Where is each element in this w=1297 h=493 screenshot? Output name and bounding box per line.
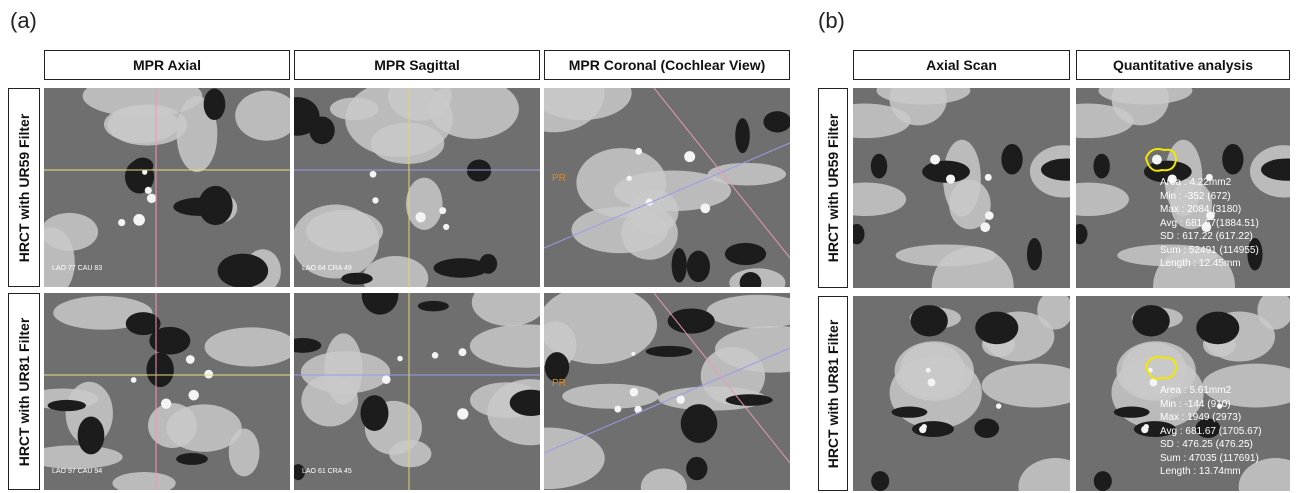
- panel-label: (a): [10, 8, 37, 34]
- measurement: Length : 12.45mm: [1160, 257, 1241, 271]
- column-header: MPR Axial: [44, 50, 290, 80]
- orientation-label: LAO 61 CRA 45: [302, 468, 352, 475]
- column-header: MPR Sagittal: [294, 50, 540, 80]
- ct-image: [544, 293, 790, 490]
- row-label: HRCT with UR59 Filter: [8, 88, 40, 287]
- column-header: MPR Coronal (Cochlear View): [544, 50, 790, 80]
- measurement: Avg : 681.67 (1705.67): [1160, 425, 1262, 439]
- row-label-text: HRCT with UR81 Filter: [825, 319, 841, 468]
- row-label-text: HRCT with UR59 Filter: [825, 114, 841, 263]
- row-label: HRCT with UR81 Filter: [8, 293, 40, 490]
- column-header: Axial Scan: [853, 50, 1070, 80]
- measurement: Min : -352 (672): [1160, 190, 1231, 204]
- measurement: Sum : 52491 (114955): [1160, 244, 1259, 258]
- measurement: Sum : 47035 (117691): [1160, 452, 1259, 466]
- measurement: Max : 1949 (2973): [1160, 411, 1241, 425]
- measurement: Length : 13.74mm: [1160, 465, 1241, 479]
- ct-image: [544, 88, 790, 287]
- figure: (a) MPR AxialMPR SagittalMPR Coronal (Coc…: [0, 0, 1297, 493]
- column-header: Quantitative analysis: [1076, 50, 1290, 80]
- orientation-label: LAO 77 CAU 83: [52, 265, 102, 272]
- measurement: SD : 617.22 (617.22): [1160, 230, 1253, 244]
- row-label: HRCT with UR81 Filter: [818, 296, 848, 491]
- scan-view: [853, 88, 1070, 288]
- measurement: SD : 476.25 (476.25): [1160, 438, 1253, 452]
- ct-image: [853, 88, 1070, 288]
- ct-image: [44, 88, 290, 287]
- scan-view: LAO 97 CAU 94: [44, 293, 290, 490]
- measurement: Area : 5.61mm2: [1160, 384, 1231, 398]
- ct-image: [294, 293, 540, 490]
- panel-label: (b): [818, 8, 845, 34]
- scan-view: LAO 77 CAU 83: [44, 88, 290, 287]
- measurement: Max : 2084 (3180): [1160, 203, 1241, 217]
- measurement: Min : -144 (910): [1160, 398, 1231, 412]
- scan-view: PR: [544, 293, 790, 490]
- scan-view: LAO 61 CRA 45: [294, 293, 540, 490]
- ct-image: [294, 88, 540, 287]
- orientation-label: LAO 64 CRA 49: [302, 265, 352, 272]
- scan-view: LAO 64 CRA 49: [294, 88, 540, 287]
- measurement: Area : 4.22mm2: [1160, 176, 1231, 190]
- scan-view: PR: [544, 88, 790, 287]
- row-label: HRCT with UR59 Filter: [818, 88, 848, 288]
- measurement: Avg : 681.67(1884.51): [1160, 217, 1259, 231]
- ct-image: [44, 293, 290, 490]
- row-label-text: HRCT with UR59 Filter: [16, 113, 32, 262]
- ct-image: [853, 296, 1070, 491]
- row-label-text: HRCT with UR81 Filter: [16, 317, 32, 466]
- orientation-label: PR: [552, 378, 566, 389]
- orientation-label: PR: [552, 173, 566, 184]
- orientation-label: LAO 97 CAU 94: [52, 468, 102, 475]
- scan-view: [853, 296, 1070, 491]
